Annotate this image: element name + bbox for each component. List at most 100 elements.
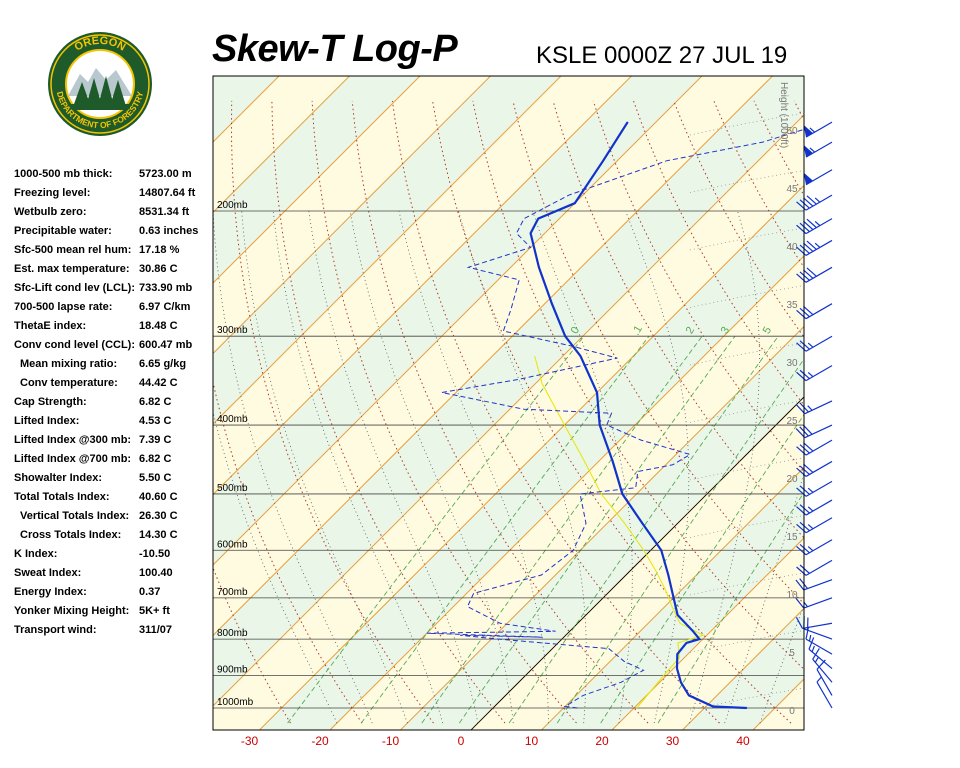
- index-row: Lifted Index @300 mb: 7.39 C: [14, 434, 214, 453]
- temperature-tick-label: -20: [311, 734, 329, 748]
- index-label: Lifted Index @700 mb:: [14, 453, 132, 465]
- index-row: Lifted Index: 4.53 C: [14, 415, 214, 434]
- temperature-tick-label: 40: [736, 734, 750, 748]
- isotherm: [0, 76, 138, 730]
- height-tick-label: 40: [786, 242, 798, 253]
- wind-barb-flag: [806, 195, 817, 205]
- index-row: Sfc-Lift cond lev (LCL): 733.90 mb: [14, 282, 214, 301]
- index-value: 18.48 C: [139, 320, 178, 332]
- wind-barb-flag: [803, 442, 814, 452]
- freezing-isotherm: [470, 396, 804, 730]
- index-value: 600.47 mb: [139, 339, 193, 351]
- pressure-label: 500mb: [217, 483, 248, 494]
- moist-adiabat-lines: [213, 210, 804, 724]
- index-label: Lifted Index @300 mb:: [14, 434, 132, 446]
- isotherm: [213, 76, 773, 637]
- pressure-label: 200mb: [217, 200, 248, 211]
- isotherm: [213, 76, 632, 496]
- dry-adiabat-lines: [213, 100, 960, 724]
- temperature-point: [660, 549, 662, 551]
- temperature-point: [579, 355, 582, 357]
- moist-adiabat: [213, 409, 338, 724]
- moist-adiabat: [458, 210, 587, 724]
- index-value: 0.63 inches: [139, 225, 199, 237]
- pressure-label: 300mb: [217, 325, 248, 336]
- dry-adiabat: [875, 101, 960, 723]
- wind-barb: [808, 637, 833, 669]
- height-arc: [689, 227, 804, 251]
- sounding-profiles: [426, 121, 804, 710]
- temperature-tick-label: 20: [595, 734, 609, 748]
- wind-barb-flag: [802, 424, 813, 435]
- dry-adiabat: [391, 100, 720, 724]
- wind-barb-half-flag: [807, 524, 814, 530]
- wind-barb-staff: [803, 579, 833, 591]
- index-label: Sfc-Lift cond lev (LCL):: [14, 282, 135, 294]
- wind-barb-flag: [799, 199, 810, 209]
- height-tick-label: 35: [786, 300, 798, 311]
- temperature-point: [602, 160, 604, 162]
- temperature-band: [0, 76, 209, 730]
- mixing-ratio-line: [657, 491, 804, 724]
- wind-barb-flag: [803, 220, 814, 231]
- dry-adiabat: [955, 101, 960, 723]
- isotherm-lines: [0, 76, 804, 730]
- temperature-point: [712, 705, 714, 708]
- mixing-ratio-label: 3: [719, 325, 732, 336]
- temperature-point: [529, 232, 532, 234]
- wind-barb-flag: [799, 307, 810, 318]
- wind-barb-flag: [795, 428, 806, 439]
- logo-outer-border: [50, 34, 150, 134]
- isotherm: [400, 325, 804, 730]
- wind-barb-flag: [803, 305, 814, 316]
- index-label: Vertical Totals Index:: [20, 510, 130, 522]
- wind-barb: [816, 659, 833, 696]
- isotherm: [213, 76, 703, 566]
- temperature-point: [676, 667, 678, 670]
- height-arc: [689, 112, 804, 136]
- height-tick-label: 45: [786, 184, 798, 195]
- height-tick-label: 30: [786, 358, 798, 369]
- plot-frame: [212, 75, 805, 731]
- index-value: 5K+ ft: [139, 605, 170, 617]
- temperature-point: [688, 694, 690, 696]
- pressure-label: 400mb: [217, 414, 248, 425]
- wind-barb-staff: [805, 480, 833, 497]
- index-row: Energy Index: 0.37: [14, 586, 214, 605]
- index-label: Cap Strength:: [14, 396, 87, 408]
- wind-barb-half-flag: [808, 634, 812, 642]
- index-value: 14807.64 ft: [139, 187, 196, 199]
- wind-barb-flag: [799, 485, 810, 495]
- index-label: Transport wind:: [14, 624, 97, 636]
- index-value: 6.82 C: [139, 396, 172, 408]
- temperature-point: [612, 460, 614, 463]
- mixing-ratio-label: 5: [761, 325, 774, 336]
- index-label: Wetbulb zero:: [14, 206, 87, 218]
- height-arc: [689, 687, 804, 711]
- height-arc: [689, 285, 804, 308]
- isotherm: [329, 255, 804, 730]
- wind-barb: [796, 218, 833, 235]
- wind-barb-flag: [799, 222, 810, 233]
- temperature-point: [574, 202, 576, 204]
- dry-adiabat: [834, 101, 960, 723]
- index-value: 8531.34 ft: [139, 206, 190, 218]
- index-row: Vertical Totals Index: 26.30 C: [14, 510, 214, 529]
- index-row: Freezing level: 14807.64 ft: [14, 187, 214, 206]
- moist-adiabat: [213, 210, 373, 724]
- wind-barb-flag: [799, 564, 810, 574]
- temperature-band: [894, 76, 960, 730]
- height-tick-label: 20: [786, 474, 798, 485]
- temperature-point: [677, 614, 679, 616]
- dry-adiabat: [915, 101, 960, 723]
- index-value: 40.60 C: [139, 491, 178, 503]
- wind-barb-half-flag: [816, 676, 822, 683]
- index-value: 5723.00 m: [139, 168, 192, 180]
- wind-barb-pennant: [803, 144, 813, 158]
- height-tick-label: 25: [786, 416, 798, 427]
- dry-adiabat: [552, 100, 804, 539]
- temperature-point: [673, 597, 675, 599]
- isotherm: [213, 76, 421, 284]
- dry-adiabat: [512, 100, 804, 605]
- wind-barb-staff: [805, 239, 833, 256]
